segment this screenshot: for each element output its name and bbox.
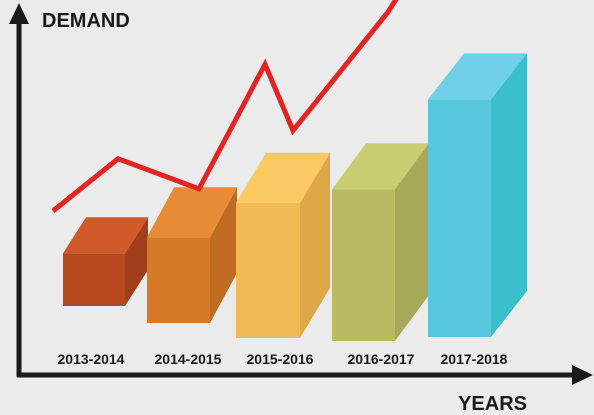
bar-side-face [491, 53, 527, 338]
bar [147, 187, 237, 323]
bar-side-face [125, 217, 148, 306]
bar-top-face [332, 143, 429, 190]
y-axis-arrowhead [9, 3, 29, 24]
bar-top-face [236, 152, 330, 203]
bar-front-face [428, 99, 491, 338]
x-tick-label: 2014-2015 [155, 351, 222, 367]
bar-front-face [147, 237, 210, 323]
x-axis-arrowhead [572, 365, 593, 385]
bar-side-face [210, 187, 237, 323]
bar-side-face [300, 152, 330, 338]
x-tick-label: 2016-2017 [348, 351, 415, 367]
bar [428, 53, 527, 338]
bar-top-face [63, 217, 148, 254]
x-axis-label: YEARS [458, 393, 527, 415]
x-tick-label: 2017-2018 [441, 351, 508, 367]
bar-group [63, 53, 527, 341]
trend-line [51, 0, 399, 213]
bar [332, 143, 429, 341]
bar-top-face [428, 53, 527, 100]
bar-top-face [147, 187, 237, 238]
x-tick-labels: 2013-2014 2014-2015 2015-2016 2016-2017 2017… [58, 351, 508, 367]
bar-front-face [63, 253, 125, 306]
bar-front-face [236, 202, 300, 338]
bar [236, 152, 330, 338]
bar-front-face [332, 189, 395, 341]
y-axis-label: DEMAND [42, 10, 130, 32]
x-tick-label: 2013-2014 [58, 351, 125, 367]
bar-side-face [395, 143, 429, 341]
bar [63, 217, 148, 306]
x-tick-label: 2015-2016 [247, 351, 314, 367]
